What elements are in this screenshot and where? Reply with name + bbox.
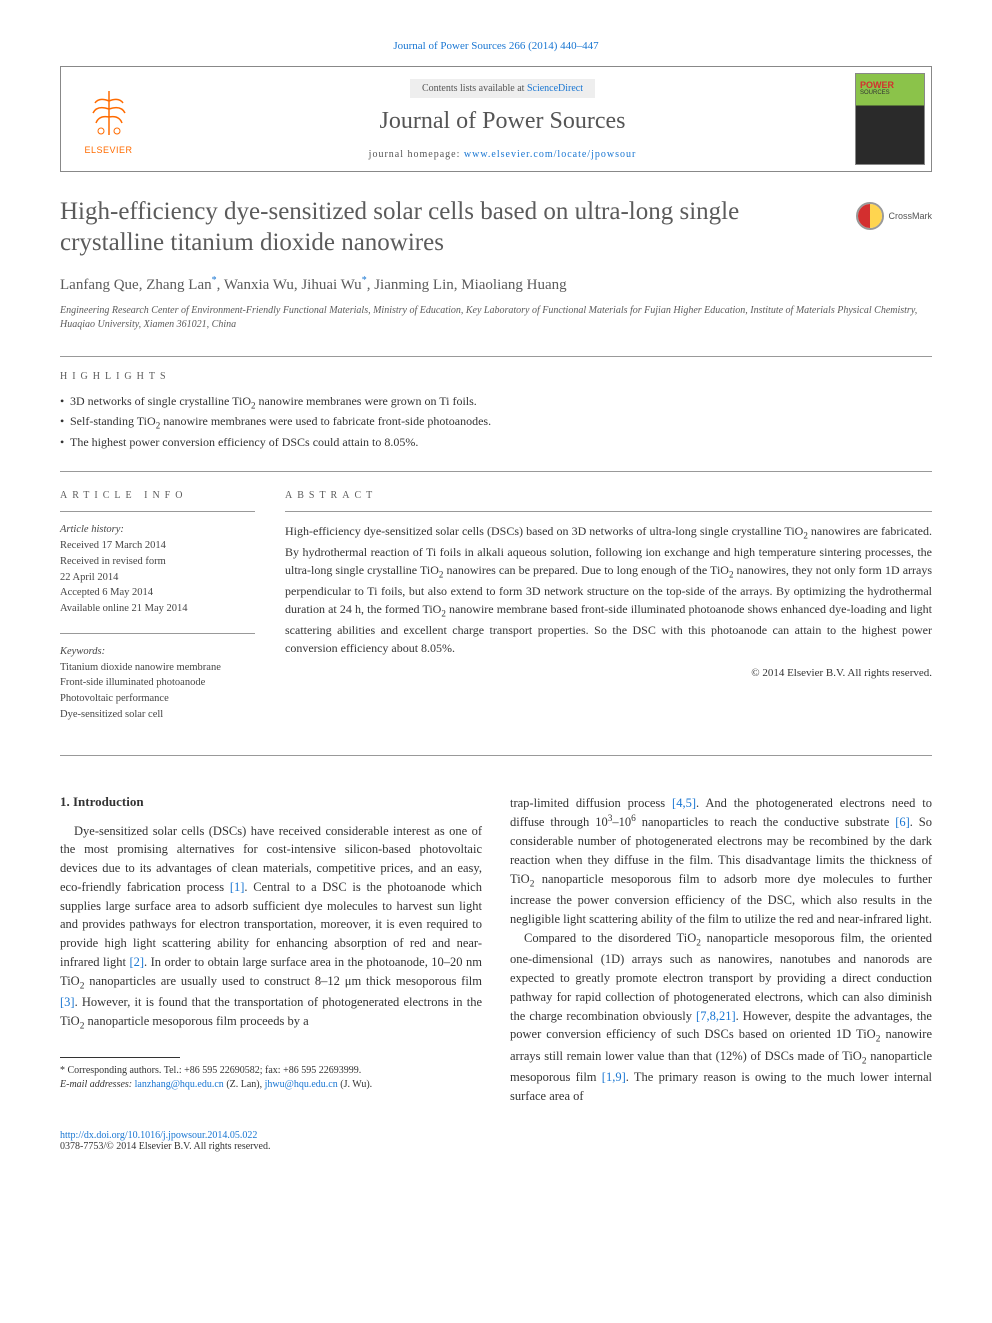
elsevier-tree-icon — [79, 83, 139, 143]
doi-link[interactable]: http://dx.doi.org/10.1016/j.jpowsour.201… — [60, 1130, 257, 1141]
body-text: trap-limited diffusion process [4,5]. An… — [510, 794, 932, 1106]
paragraph: Dye-sensitized solar cells (DSCs) have r… — [60, 822, 482, 1034]
left-column: 1. Introduction Dye-sensitized solar cel… — [60, 794, 482, 1106]
homepage-link[interactable]: www.elsevier.com/locate/jpowsour — [464, 149, 636, 160]
intro-heading: 1. Introduction — [60, 794, 482, 810]
email-name: (J. Wu). — [340, 1079, 372, 1090]
history-line: Received in revised form — [60, 554, 255, 570]
history-line: Available online 21 May 2014 — [60, 601, 255, 617]
email-link[interactable]: jhwu@hqu.edu.cn — [265, 1079, 338, 1090]
divider — [60, 633, 255, 634]
paragraph: trap-limited diffusion process [4,5]. An… — [510, 794, 932, 929]
abstract-copyright: © 2014 Elsevier B.V. All rights reserved… — [285, 667, 932, 679]
homepage-line: journal homepage: www.elsevier.com/locat… — [166, 149, 839, 160]
elsevier-label: ELSEVIER — [84, 145, 132, 155]
divider — [285, 511, 932, 512]
keywords-label: Keywords: — [60, 644, 255, 660]
journal-reference: Journal of Power Sources 266 (2014) 440–… — [60, 40, 932, 52]
history-line: Accepted 6 May 2014 — [60, 585, 255, 601]
journal-cover-thumbnail — [855, 73, 925, 165]
affiliation: Engineering Research Center of Environme… — [60, 304, 932, 332]
footnote-line: * Corresponding authors. Tel.: +86 595 2… — [60, 1064, 482, 1078]
history-line: Received 17 March 2014 — [60, 538, 255, 554]
highlights-section: highlights 3D networks of single crystal… — [60, 371, 932, 452]
article-history-block: Article history: Received 17 March 2014 … — [60, 522, 255, 617]
crossmark-icon — [856, 202, 884, 230]
history-label: Article history: — [60, 522, 255, 538]
divider — [60, 471, 932, 472]
journal-name: Journal of Power Sources — [166, 108, 839, 135]
homepage-prefix: journal homepage: — [369, 149, 464, 160]
divider — [60, 511, 255, 512]
divider — [60, 755, 932, 756]
divider — [60, 356, 932, 357]
abstract-label: abstract — [285, 490, 932, 501]
abstract-column: abstract High-efficiency dye-sensitized … — [285, 476, 932, 738]
journal-cover-cell — [849, 67, 931, 171]
highlight-item: Self-standing TiO2 nanowire membranes we… — [60, 412, 932, 433]
email-name: (Z. Lan), — [226, 1079, 262, 1090]
sciencedirect-link[interactable]: ScienceDirect — [527, 83, 583, 94]
highlights-list: 3D networks of single crystalline TiO2 n… — [60, 392, 932, 452]
email-label: E-mail addresses: — [60, 1079, 132, 1090]
journal-header-box: ELSEVIER Contents lists available at Sci… — [60, 66, 932, 172]
footnote-divider — [60, 1057, 180, 1058]
corresponding-author-footnote: * Corresponding authors. Tel.: +86 595 2… — [60, 1064, 482, 1092]
keyword-line: Front-side illuminated photoanode — [60, 675, 255, 691]
paragraph: Compared to the disordered TiO2 nanopart… — [510, 929, 932, 1106]
history-line: 22 April 2014 — [60, 570, 255, 586]
article-info-label: article info — [60, 490, 255, 501]
keywords-block: Keywords: Titanium dioxide nanowire memb… — [60, 644, 255, 723]
contents-prefix: Contents lists available at — [422, 83, 527, 94]
elsevier-logo-cell: ELSEVIER — [61, 67, 156, 171]
footnote-emails: E-mail addresses: lanzhang@hqu.edu.cn (Z… — [60, 1078, 482, 1092]
page-footer: http://dx.doi.org/10.1016/j.jpowsour.201… — [60, 1130, 932, 1152]
article-title: High-efficiency dye-sensitized solar cel… — [60, 196, 844, 259]
abstract-text: High-efficiency dye-sensitized solar cel… — [285, 522, 932, 657]
body-text: Dye-sensitized solar cells (DSCs) have r… — [60, 822, 482, 1034]
issn-copyright-line: 0378-7753/© 2014 Elsevier B.V. All right… — [60, 1141, 932, 1152]
article-info-column: article info Article history: Received 1… — [60, 476, 255, 738]
crossmark-label: CrossMark — [888, 211, 932, 221]
email-link[interactable]: lanzhang@hqu.edu.cn — [135, 1079, 224, 1090]
highlight-item: The highest power conversion efficiency … — [60, 433, 932, 451]
highlights-label: highlights — [60, 371, 932, 382]
keyword-line: Dye-sensitized solar cell — [60, 707, 255, 723]
keyword-line: Titanium dioxide nanowire membrane — [60, 660, 255, 676]
right-column: trap-limited diffusion process [4,5]. An… — [510, 794, 932, 1106]
body-columns: 1. Introduction Dye-sensitized solar cel… — [60, 794, 932, 1106]
keyword-line: Photovoltaic performance — [60, 691, 255, 707]
authors-line: Lanfang Que, Zhang Lan*, Wanxia Wu, Jihu… — [60, 275, 932, 294]
highlight-item: 3D networks of single crystalline TiO2 n… — [60, 392, 932, 413]
contents-available-line: Contents lists available at ScienceDirec… — [410, 79, 595, 98]
crossmark-badge[interactable]: CrossMark — [856, 202, 932, 230]
